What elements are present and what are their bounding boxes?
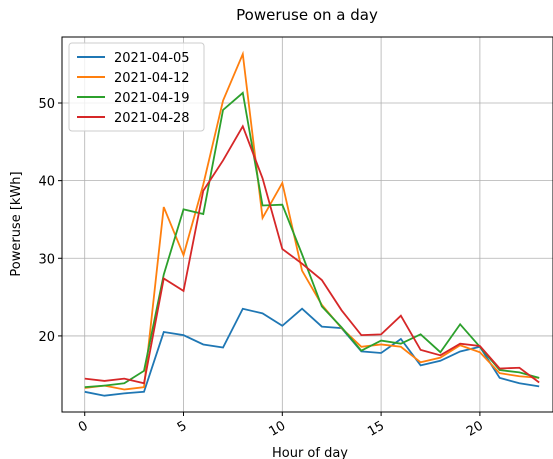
- x-tick-label: 0: [76, 418, 91, 435]
- x-axis-label: Hour of day: [272, 446, 348, 459]
- legend-label: 2021-04-12: [114, 71, 190, 86]
- data-line: [84, 50, 540, 391]
- x-tick-label: 5: [175, 418, 190, 435]
- legend-label: 2021-04-05: [114, 51, 190, 66]
- chart-title: Poweruse on a day: [236, 6, 378, 24]
- x-tick-label: 20: [464, 418, 486, 439]
- plot-frame: [61, 36, 553, 413]
- data-line: [84, 307, 540, 397]
- legend-label: 2021-04-19: [114, 91, 190, 106]
- y-tick-label: 50: [38, 97, 55, 112]
- x-tick-label: 10: [266, 418, 288, 439]
- data-line: [84, 124, 540, 385]
- y-axis-label: Poweruse [kWh]: [9, 171, 24, 276]
- y-tick-label: 20: [38, 330, 55, 345]
- legend-label: 2021-04-28: [114, 111, 190, 126]
- x-tick-label: 15: [365, 418, 387, 439]
- legend-box: [68, 42, 205, 132]
- y-tick-label: 40: [38, 175, 55, 190]
- data-line: [84, 91, 540, 389]
- y-tick-label: 30: [38, 252, 55, 267]
